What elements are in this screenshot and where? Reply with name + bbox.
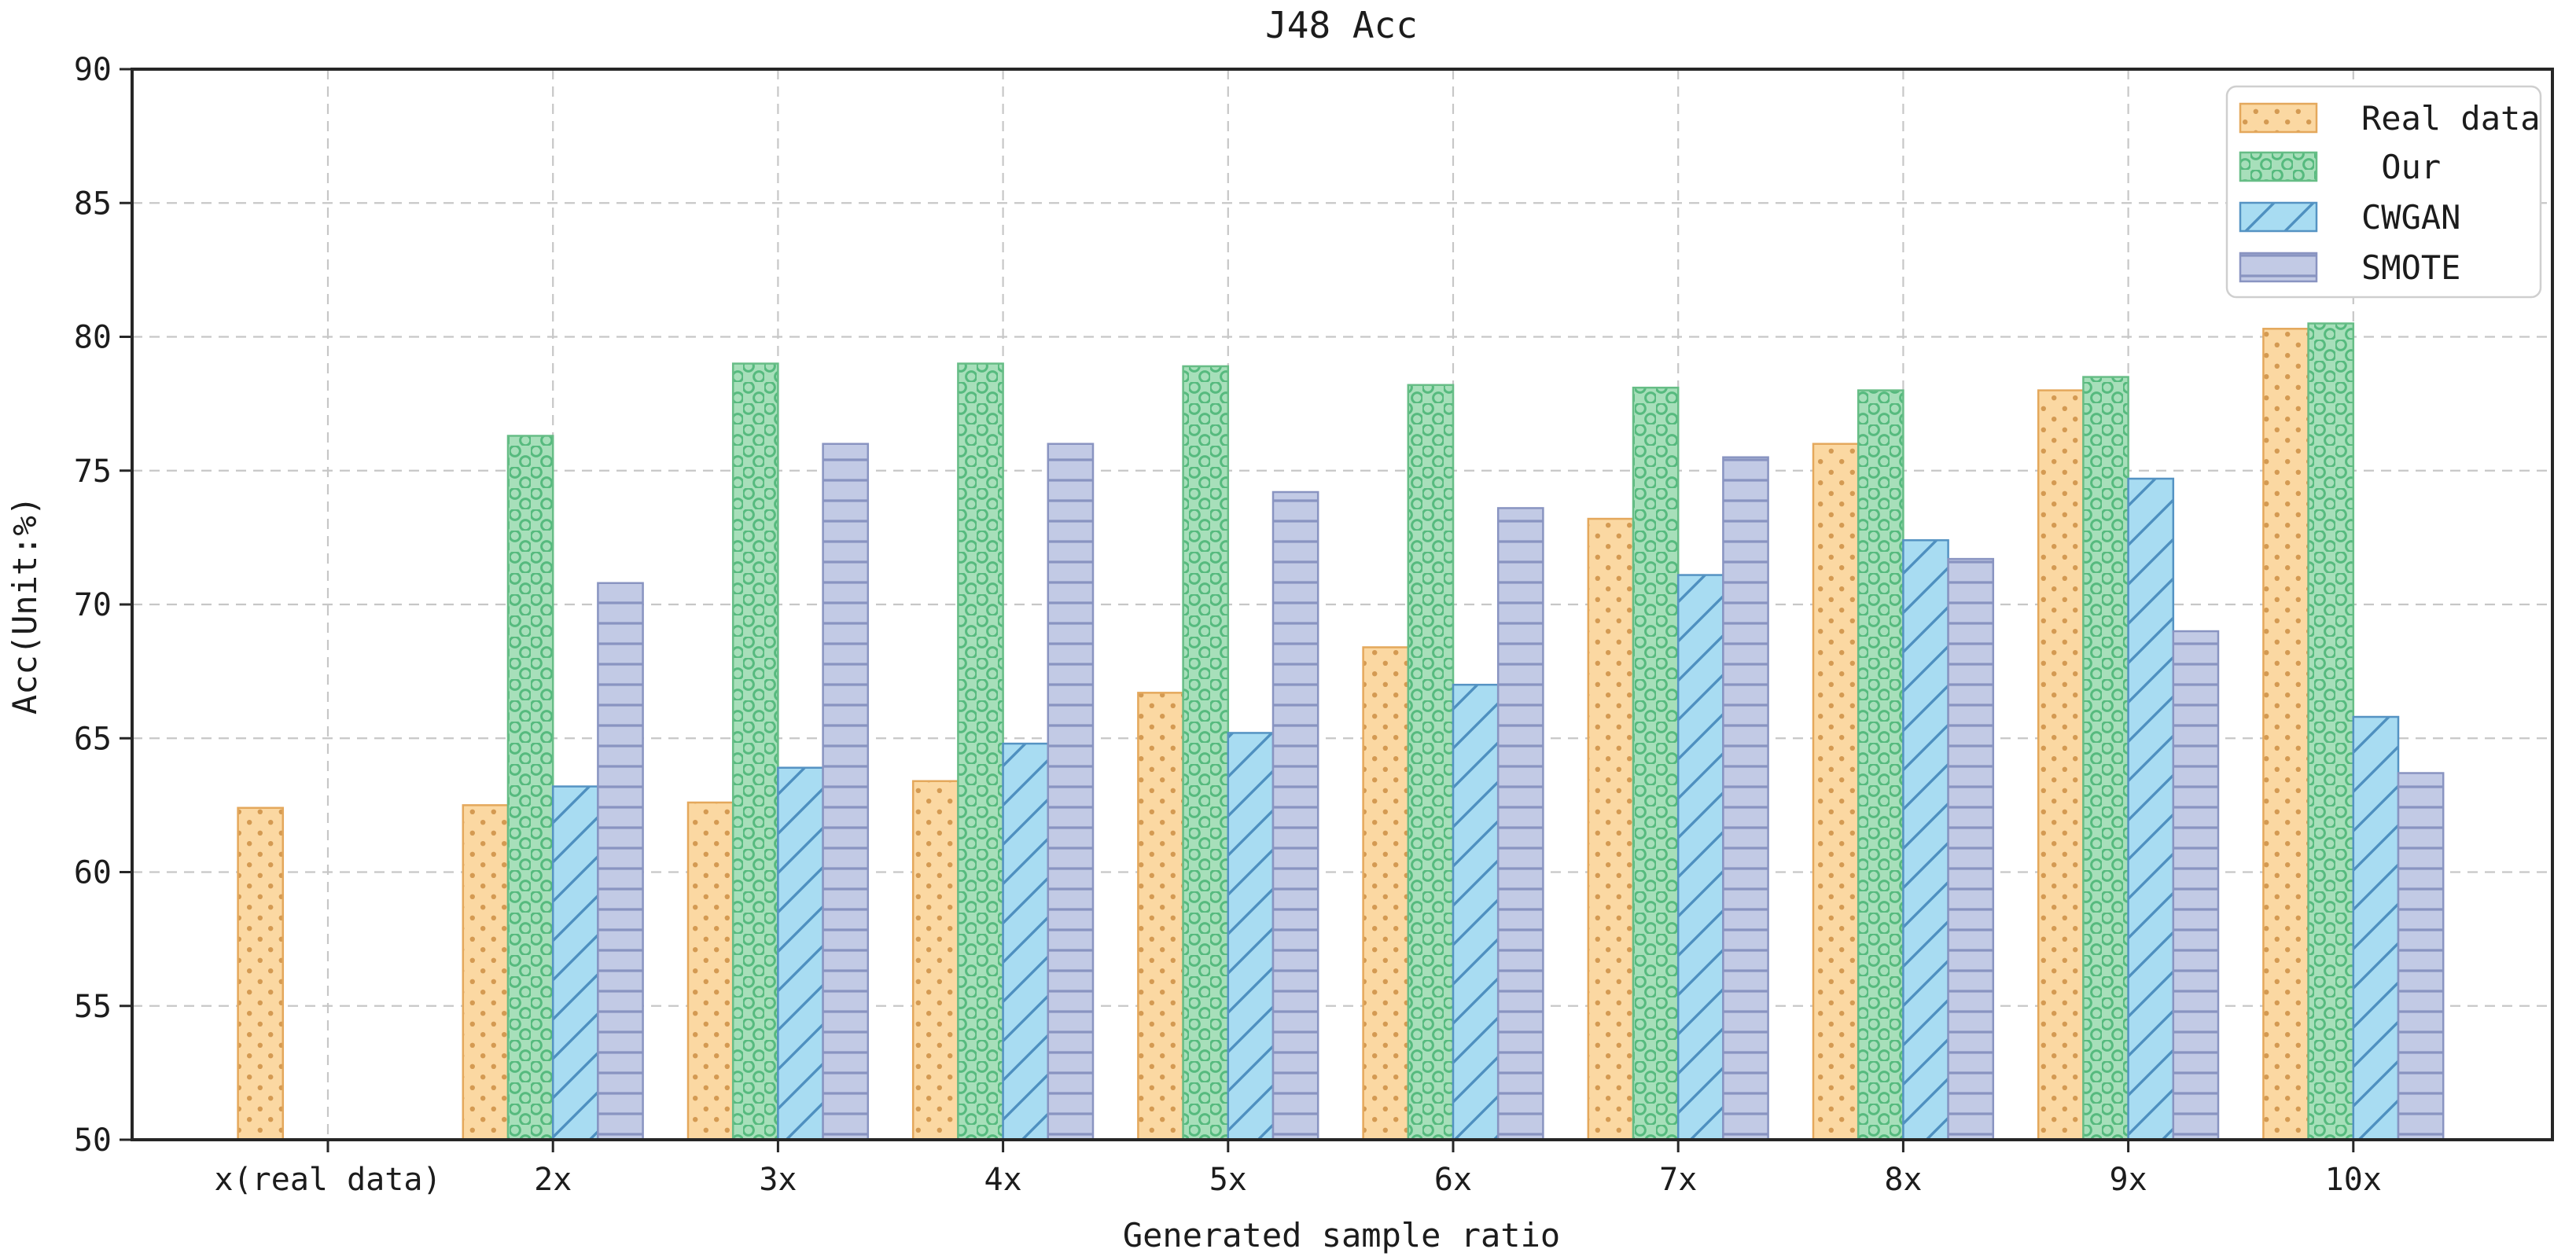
bars [237,322,2445,1141]
y-tick-label-60: 60 [74,855,112,891]
x-tick-label-x-real-data: x(real data) [215,1162,442,1198]
bar-our-3x [731,362,779,1141]
bar-our-5x [1182,365,1230,1141]
bar-cwgan-4x [1002,742,1050,1141]
bar-smote-10x [2397,772,2445,1141]
bar-smote-7x [1722,456,1769,1141]
bar-cwgan-10x [2352,715,2400,1141]
bar-our-8x [1857,389,1904,1141]
bar-our-10x [2307,322,2355,1141]
bar-real-data-10x [2262,328,2309,1141]
axis-ticks: 50 55 60 65 70 75 80 85 90 x(real data) 2x 3x 4x 5x 6x… [74,52,2382,1198]
legend-item-real-data: Real data [2239,99,2541,138]
y-tick-label-50: 50 [74,1122,112,1159]
x-tick-label-4x: 4x [984,1162,1022,1198]
bar-real-data-7x [1587,517,1635,1141]
y-tick-label-90: 90 [74,52,112,88]
legend-label-smote: SMOTE [2361,248,2460,287]
bar-real-data-8x [1812,443,1860,1141]
bar-cwgan-3x [777,766,824,1141]
bar-real-data-5x [1137,692,1184,1141]
bar-real-data-x-real-data [237,806,285,1141]
bar-smote-4x [1047,443,1095,1141]
y-tick-label-55: 55 [74,989,112,1025]
x-tick-label-5x: 5x [1209,1162,1247,1198]
x-tick-label-10x: 10x [2325,1162,2382,1198]
bar-smote-3x [822,443,870,1141]
legend-label-real-data: Real data [2361,99,2541,138]
legend-box [2225,85,2542,299]
bar-smote-5x [1271,490,1319,1141]
y-axis-label: Acc(Unit:%) [6,496,44,714]
legend-label-our: Our [2361,148,2441,186]
bar-our-7x [1632,386,1680,1141]
plot-area: 50 55 60 65 70 75 80 85 90 x(real data) 2x 3x 4x 5x 6x… [74,52,2554,1198]
bar-our-4x [957,362,1004,1141]
bar-smote-9x [2172,630,2220,1141]
legend: Real data Our CWGAN SMOTE [2225,85,2542,299]
bar-cwgan-8x [1902,539,1949,1141]
chart-title: J48 Acc [1265,4,1418,46]
legend-item-cwgan: CWGAN [2239,198,2460,237]
bar-our-6x [1407,384,1455,1141]
bar-cwgan-2x [551,785,599,1141]
bar-smote-2x [597,582,644,1141]
bar-cwgan-5x [1227,732,1275,1141]
legend-swatch-our-icon [2239,151,2318,182]
bar-real-data-2x [462,804,510,1141]
legend-item-our: Our [2239,148,2441,186]
bar-real-data-6x [1362,646,1410,1141]
legend-swatch-smote-icon [2239,252,2318,283]
bar-real-data-9x [2037,389,2085,1141]
legend-swatch-real-data-icon [2239,102,2318,134]
bar-cwgan-7x [1676,574,1724,1141]
bar-our-2x [506,435,554,1141]
x-tick-label-9x: 9x [2110,1162,2147,1198]
bar-real-data-3x [686,801,734,1141]
y-tick-label-75: 75 [74,454,112,490]
legend-item-smote: SMOTE [2239,248,2460,287]
y-tick-label-65: 65 [74,721,112,757]
bar-cwgan-6x [1452,683,1500,1141]
x-tick-label-6x: 6x [1434,1162,1472,1198]
x-tick-label-3x: 3x [759,1162,797,1198]
x-tick-label-7x: 7x [1659,1162,1697,1198]
y-tick-label-70: 70 [74,587,112,623]
bar-our-9x [2082,376,2129,1141]
bar-cwgan-9x [2127,477,2175,1141]
legend-label-cwgan: CWGAN [2361,198,2460,237]
bar-real-data-4x [911,780,959,1141]
legend-swatch-cwgan-icon [2239,201,2318,233]
y-tick-label-80: 80 [74,320,112,356]
y-tick-label-85: 85 [74,186,112,222]
bar-smote-8x [1947,557,1995,1141]
x-tick-label-8x: 8x [1884,1162,1922,1198]
bar-smote-6x [1496,507,1544,1141]
x-axis-label: Generated sample ratio [1123,1216,1560,1254]
x-tick-label-2x: 2x [534,1162,572,1198]
